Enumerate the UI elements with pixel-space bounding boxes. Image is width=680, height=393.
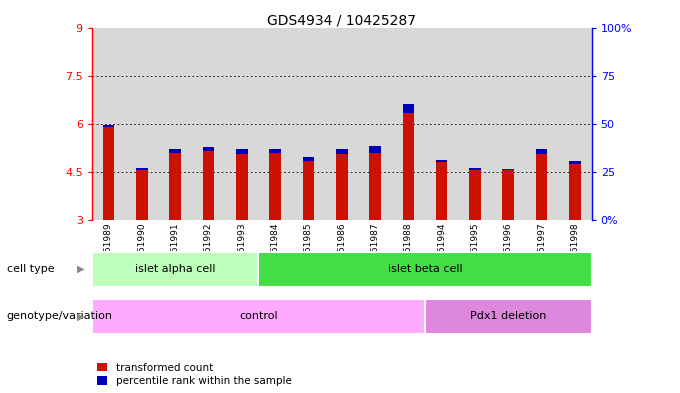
Text: cell type: cell type [7, 264, 54, 274]
Bar [192, 28, 225, 220]
Bar [458, 28, 492, 220]
Bar [425, 28, 458, 220]
Bar [358, 28, 392, 220]
Bar [258, 28, 292, 220]
Bar [436, 160, 447, 162]
Bar [536, 154, 547, 220]
Bar [525, 28, 558, 220]
Bar [303, 157, 314, 161]
Bar [103, 127, 114, 220]
Bar [436, 162, 447, 220]
Bar [469, 168, 481, 170]
Bar [503, 169, 514, 170]
Text: ▶: ▶ [76, 264, 84, 274]
Bar [403, 112, 414, 220]
Bar [292, 28, 325, 220]
Bar [503, 170, 514, 220]
Bar [225, 28, 258, 220]
Bar [125, 28, 158, 220]
Text: control: control [239, 311, 277, 321]
Legend: transformed count, percentile rank within the sample: transformed count, percentile rank withi… [97, 363, 292, 386]
Bar [303, 161, 314, 220]
Bar [103, 125, 114, 127]
Bar [425, 299, 592, 334]
Text: genotype/variation: genotype/variation [7, 311, 113, 321]
Bar [203, 151, 214, 220]
Bar [158, 28, 192, 220]
Bar [92, 252, 258, 287]
Bar [258, 252, 592, 287]
Bar [336, 149, 347, 154]
Bar [203, 147, 214, 151]
Bar [269, 152, 281, 220]
Bar [136, 170, 148, 220]
Bar [325, 28, 358, 220]
Bar [169, 152, 181, 220]
Bar [269, 149, 281, 152]
Bar [92, 28, 125, 220]
Text: ▶: ▶ [76, 311, 84, 321]
Bar [169, 149, 181, 152]
Bar [492, 28, 525, 220]
Bar [236, 154, 248, 220]
Text: islet alpha cell: islet alpha cell [135, 264, 216, 274]
Bar [92, 299, 425, 334]
Bar [136, 168, 148, 170]
Bar [369, 146, 381, 152]
Bar [236, 149, 248, 154]
Bar [336, 154, 347, 220]
Text: Pdx1 deletion: Pdx1 deletion [470, 311, 547, 321]
Bar [569, 164, 581, 220]
Text: GDS4934 / 10425287: GDS4934 / 10425287 [267, 14, 416, 28]
Bar [536, 149, 547, 154]
Bar [392, 28, 425, 220]
Bar [558, 28, 592, 220]
Bar [469, 170, 481, 220]
Text: islet beta cell: islet beta cell [388, 264, 462, 274]
Bar [569, 162, 581, 164]
Bar [403, 104, 414, 112]
Bar [369, 152, 381, 220]
